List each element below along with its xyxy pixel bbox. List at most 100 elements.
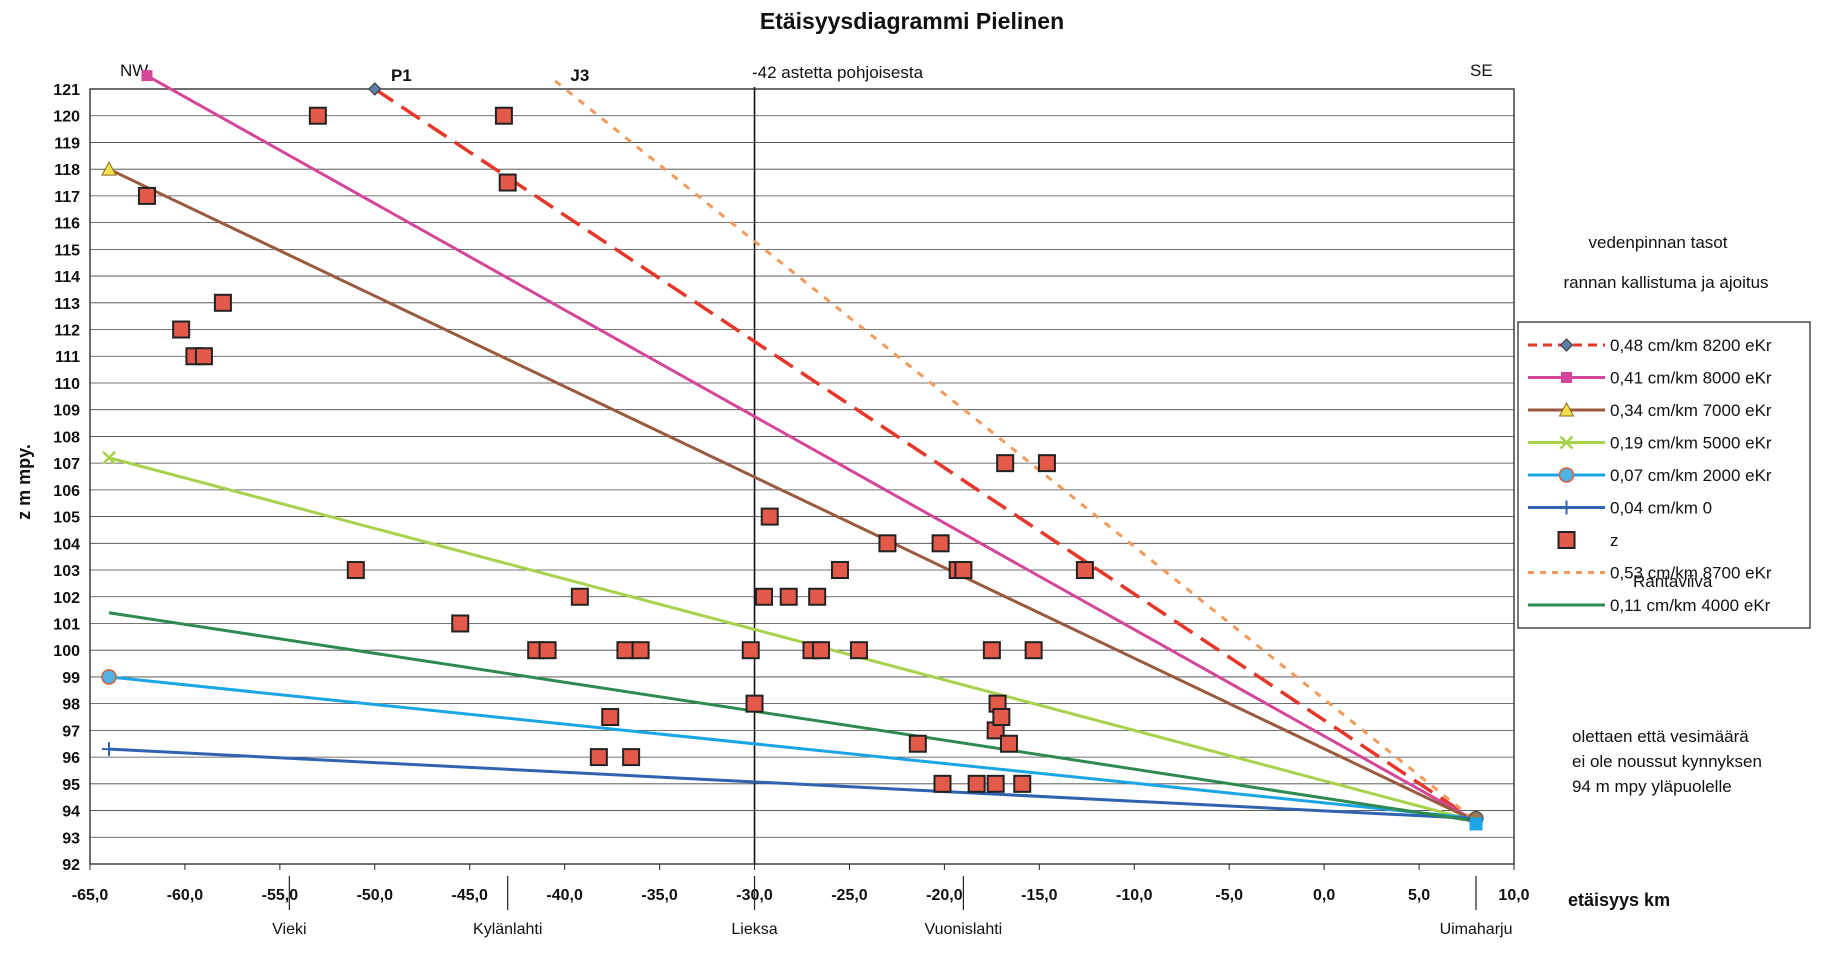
legend-label: 0,04 cm/km 0 — [1610, 499, 1712, 518]
series-line — [108, 611, 1477, 823]
z-point — [1013, 774, 1032, 793]
series-endpoint-marker — [101, 742, 116, 757]
series-endpoint-marker — [102, 450, 116, 465]
z-point — [308, 106, 327, 125]
y-tick-label: 104 — [53, 536, 80, 553]
z-point — [849, 641, 868, 660]
legend-item: 0,53 cm/km 8700 eKr — [1528, 564, 1772, 583]
side-note-line-3: 94 m mpy yläpuolelle — [1572, 777, 1732, 796]
legend-marker — [1557, 531, 1576, 549]
z-point — [622, 748, 641, 767]
z-point — [933, 774, 952, 793]
y-tick-label: 106 — [53, 483, 80, 500]
series-line — [108, 167, 1477, 823]
x-tick-label: -55,0 — [262, 887, 299, 904]
legend-label: 0,11 cm/km 4000 eKr — [1610, 596, 1771, 615]
line-label: J3 — [570, 66, 589, 85]
place-label: Vieki — [272, 921, 306, 938]
z-point — [996, 454, 1015, 473]
y-tick-label: 110 — [54, 376, 80, 393]
legend-item: 0,48 cm/km 8200 eKr — [1528, 336, 1772, 355]
series-endpoint-marker — [141, 70, 153, 82]
place-label: Kylänlahti — [473, 921, 542, 938]
z-point — [808, 587, 827, 606]
legend-label: 0,48 cm/km 8200 eKr — [1610, 336, 1772, 355]
side-note-line-2: ei ole noussut kynnyksen — [1572, 752, 1762, 771]
x-tick-label: -65,0 — [72, 887, 109, 904]
z-point — [172, 320, 191, 339]
z-point — [992, 708, 1011, 727]
place-label: Vuonislahti — [925, 921, 1003, 938]
legend-item: 0,19 cm/km 5000 eKr — [1528, 434, 1772, 453]
line-labels: P1 J3 — [391, 66, 589, 85]
x-tick-label: -45,0 — [451, 887, 488, 904]
legend-label: 0,07 cm/km 2000 eKr — [1610, 466, 1772, 485]
z-point — [616, 641, 635, 660]
place-label: Lieksa — [731, 921, 777, 938]
z-point — [999, 734, 1018, 753]
legend-marker — [1559, 500, 1574, 515]
y-tick-label: 92 — [62, 857, 80, 874]
series-lines — [101, 70, 1484, 831]
y-tick-label: 118 — [54, 162, 80, 179]
y-tick-label: 96 — [62, 750, 80, 767]
x-tick-label: -10,0 — [1116, 887, 1153, 904]
place-markers: Vieki Kylänlahti Lieksa Vuonislahti Uimaharj… — [272, 876, 1512, 938]
corner-label-se: SE — [1470, 61, 1493, 80]
z-point — [498, 173, 517, 192]
x-tick-label: -5,0 — [1215, 887, 1243, 904]
z-point — [745, 694, 764, 713]
y-tick-label: 94 — [62, 804, 80, 821]
z-point — [589, 748, 608, 767]
x-tick-label: -40,0 — [546, 887, 583, 904]
z-point — [830, 561, 849, 580]
legend-item: 0,34 cm/km 7000 eKr — [1528, 401, 1772, 420]
z-point — [1075, 561, 1094, 580]
y-tick-label: 109 — [53, 403, 80, 420]
z-point — [346, 561, 365, 580]
y-tick-label: 105 — [53, 510, 80, 527]
series-endpoint-marker — [101, 669, 117, 685]
legend-marker-stroke — [1559, 435, 1574, 450]
y-tick-label: 119 — [54, 135, 80, 152]
side-heading-2: rannan kallistuma ja ajoitus — [1563, 273, 1768, 292]
y-tick-label: 99 — [62, 670, 80, 687]
z-point — [631, 641, 650, 660]
legend-label: 0,19 cm/km 5000 eKr — [1610, 434, 1772, 453]
y-tick-label: 100 — [53, 643, 80, 660]
x-tick-labels: -65,0 -60,0 -55,0 -50,0 -45,0 -40,0 -35,0 -30,0… — [72, 864, 1530, 904]
z-point — [601, 708, 620, 727]
y-tick-label: 116 — [54, 216, 80, 233]
z-point — [779, 587, 798, 606]
z-point — [1037, 454, 1056, 473]
side-note-line-1: olettaen että vesimäärä — [1572, 727, 1749, 746]
legend-marker — [1561, 372, 1572, 383]
x-tick-label: -35,0 — [641, 887, 678, 904]
x-tick-label: -50,0 — [357, 887, 394, 904]
endpoint-marker — [1469, 817, 1483, 831]
x-tick-label: 5,0 — [1408, 887, 1430, 904]
y-axis-label: z m mpy. — [14, 444, 34, 520]
gridlines — [90, 115, 1514, 838]
legend-label: z — [1610, 531, 1619, 550]
series-line — [146, 74, 1477, 823]
z-point — [451, 614, 470, 633]
x-tick-label: -15,0 — [1021, 887, 1058, 904]
legend-label: 0,34 cm/km 7000 eKr — [1610, 401, 1772, 420]
legend-overlay-text: Rantaviiva — [1633, 572, 1713, 591]
z-point — [878, 534, 897, 553]
z-point — [194, 347, 213, 366]
z-point — [967, 774, 986, 793]
z-point — [137, 186, 156, 205]
legend-item: 0,04 cm/km 0 — [1528, 499, 1712, 518]
z-point — [908, 734, 927, 753]
y-tick-label: 121 — [53, 82, 80, 99]
side-heading-1: vedenpinnan tasot — [1589, 233, 1728, 252]
z-point — [931, 534, 950, 553]
x-tick-label: 0,0 — [1313, 887, 1335, 904]
legend-item: 0,11 cm/km 4000 eKr — [1528, 596, 1771, 615]
y-tick-label: 108 — [53, 429, 80, 446]
y-tick-labels: 92 93 94 95 96 97 98 99 100 101 102 103 104 105 106 107… — [53, 82, 80, 874]
series-line — [373, 87, 1477, 823]
